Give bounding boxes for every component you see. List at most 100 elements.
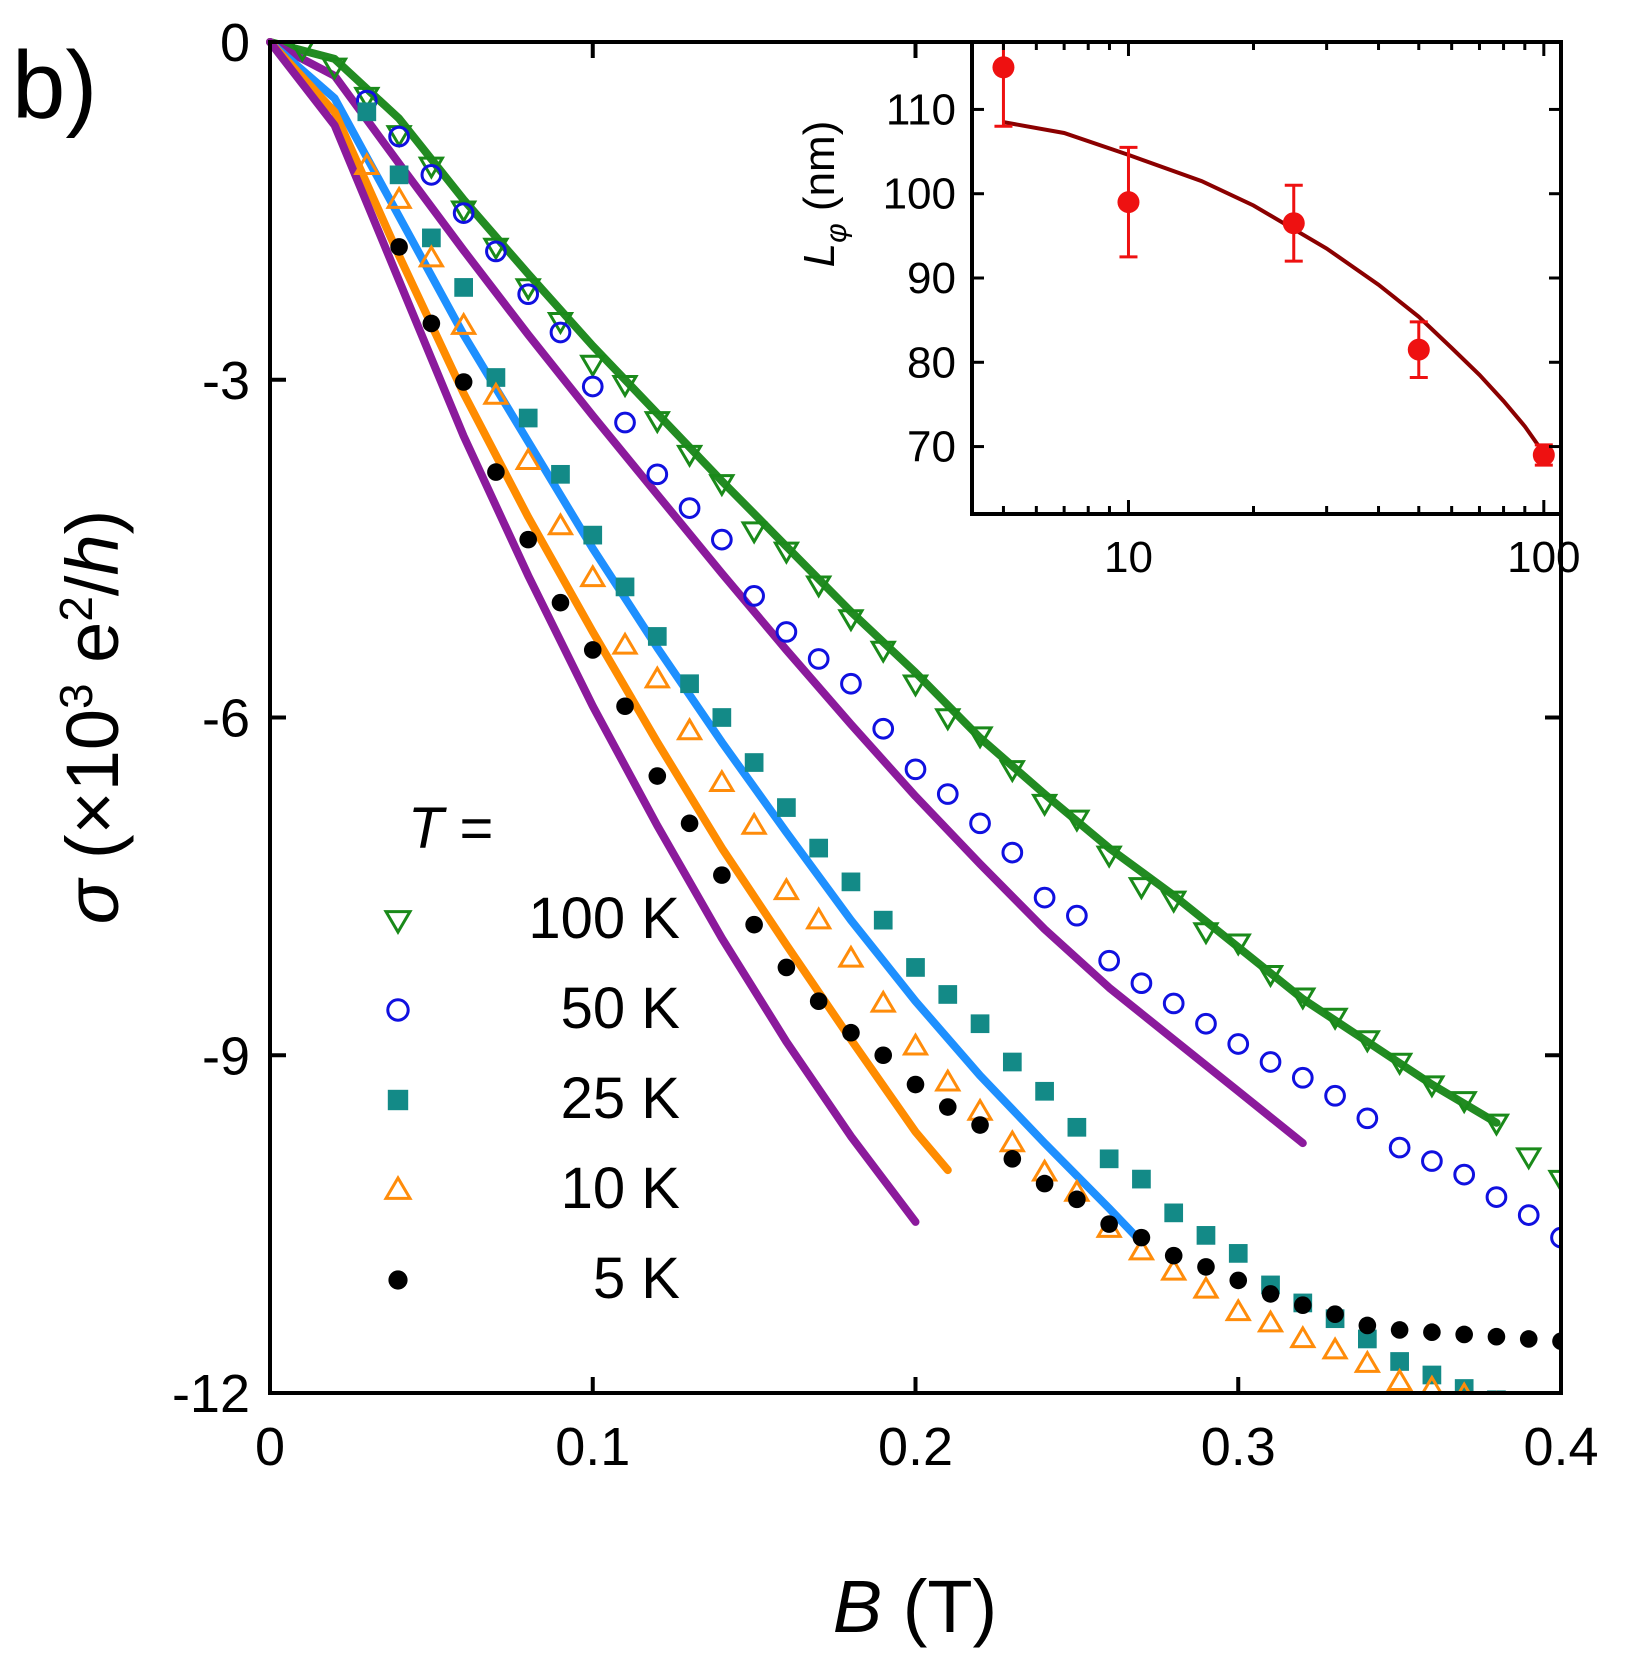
legend-label: 50 K bbox=[561, 976, 681, 1041]
y-tick-label: -3 bbox=[202, 351, 250, 411]
data-point-100k bbox=[805, 575, 833, 599]
data-point-10k bbox=[805, 906, 833, 930]
x-tick-label: 0.3 bbox=[1201, 1417, 1276, 1477]
inset-y-tick-label: 70 bbox=[907, 423, 956, 472]
data-point-5k bbox=[1261, 1285, 1280, 1303]
y-tick-label: -12 bbox=[172, 1364, 250, 1424]
data-point-50k bbox=[614, 411, 636, 434]
data-point-5k bbox=[551, 593, 570, 612]
data-point-10k bbox=[514, 446, 542, 471]
data-point-50k bbox=[1324, 1084, 1346, 1107]
data-point-5k bbox=[874, 1046, 893, 1065]
fit-curve-25k bbox=[266, 38, 1146, 1247]
data-point-100k bbox=[869, 640, 897, 664]
inset-data-point bbox=[1282, 212, 1305, 235]
data-point-5k bbox=[906, 1075, 925, 1094]
data-point-5k bbox=[519, 530, 537, 549]
data-point-100k bbox=[1224, 933, 1252, 957]
data-point-10k bbox=[482, 381, 510, 405]
data-point-10k bbox=[998, 1129, 1026, 1153]
main-data-points bbox=[290, 42, 1561, 1393]
fit-curve-5k bbox=[266, 38, 920, 1226]
data-point-25k bbox=[647, 627, 667, 646]
data-point-5k bbox=[938, 1098, 957, 1116]
data-point-100k bbox=[1095, 845, 1123, 869]
data-point-5k bbox=[1390, 1321, 1409, 1339]
data-point-25k bbox=[906, 958, 925, 977]
data-point-25k bbox=[486, 368, 506, 387]
data-point-5k bbox=[648, 767, 667, 785]
data-point-10k bbox=[675, 717, 704, 741]
data-point-50k bbox=[581, 375, 604, 398]
data-point-100k bbox=[450, 200, 478, 224]
y-tick-label: -6 bbox=[202, 689, 250, 749]
data-point-25k bbox=[970, 1014, 990, 1034]
data-point-50k bbox=[678, 497, 701, 519]
data-point-50k bbox=[517, 283, 540, 306]
data-point-5k bbox=[971, 1116, 989, 1134]
data-point-100k bbox=[998, 760, 1026, 784]
data-point-100k bbox=[1515, 1147, 1543, 1171]
data-point-10k bbox=[1256, 1309, 1285, 1333]
data-point-5k bbox=[1326, 1305, 1344, 1323]
data-point-25k bbox=[744, 753, 764, 772]
inset-y-tick-label: 90 bbox=[907, 254, 956, 303]
data-point-10k bbox=[837, 944, 865, 968]
data-point-50k bbox=[1001, 841, 1024, 864]
inset-data-point bbox=[1407, 338, 1430, 361]
inset-background bbox=[972, 42, 1561, 514]
data-point-50k bbox=[549, 321, 572, 344]
main-axis-ticks: 0 0.1 0.2 0.3 0.4 0 -3 -6 -9 -12 bbox=[172, 13, 1599, 1477]
data-point-100k bbox=[1547, 1169, 1561, 1194]
legend-marker-5k bbox=[388, 1270, 408, 1290]
data-point-5k bbox=[1003, 1150, 1022, 1168]
data-point-10k bbox=[934, 1068, 962, 1092]
data-point-100k bbox=[1450, 1091, 1478, 1115]
data-point-25k bbox=[809, 838, 829, 858]
data-point-25k bbox=[680, 674, 699, 694]
data-point-5k bbox=[1197, 1258, 1215, 1276]
data-point-50k bbox=[1066, 904, 1088, 927]
data-point-10k bbox=[901, 1032, 930, 1056]
data-point-50k bbox=[485, 240, 507, 263]
legend-title: T = bbox=[408, 796, 493, 861]
data-point-5k bbox=[1229, 1271, 1248, 1290]
inset-data-point bbox=[1117, 191, 1140, 214]
data-point-10k bbox=[385, 185, 413, 209]
inset-data-point bbox=[1532, 444, 1555, 466]
data-point-50k bbox=[420, 163, 443, 186]
data-point-50k bbox=[711, 528, 733, 551]
data-point-50k bbox=[388, 125, 410, 148]
legend-label: 25 K bbox=[561, 1066, 681, 1131]
data-point-50k bbox=[1291, 1066, 1314, 1089]
data-point-50k bbox=[1195, 1012, 1217, 1035]
data-point-100k bbox=[1192, 922, 1220, 946]
legend-label: 100 K bbox=[528, 886, 680, 951]
data-point-100k bbox=[482, 237, 510, 261]
data-point-100k bbox=[1256, 964, 1285, 989]
data-point-5k bbox=[1164, 1246, 1183, 1265]
data-point-10k bbox=[1224, 1297, 1252, 1322]
x-tick-label: 0.2 bbox=[878, 1417, 953, 1477]
data-point-25k bbox=[583, 525, 603, 545]
data-point-5k bbox=[454, 373, 473, 391]
data-point-10k bbox=[1192, 1275, 1220, 1299]
data-point-50k bbox=[1259, 1051, 1282, 1073]
inset-y-axis-label: Lφ (nm) bbox=[795, 121, 853, 268]
data-point-100k bbox=[546, 312, 575, 336]
data-point-25k bbox=[712, 708, 732, 727]
data-point-25k bbox=[551, 464, 570, 484]
data-point-50k bbox=[807, 648, 830, 670]
inset-x-tick-label: 10 bbox=[1104, 533, 1153, 582]
data-point-100k bbox=[643, 411, 671, 435]
data-point-100k bbox=[708, 474, 736, 498]
data-point-50k bbox=[1356, 1107, 1379, 1130]
data-point-10k bbox=[740, 811, 768, 835]
data-point-50k bbox=[1550, 1226, 1561, 1249]
inset-y-tick-label: 80 bbox=[907, 338, 956, 387]
data-point-5k bbox=[1132, 1228, 1151, 1247]
data-point-100k bbox=[353, 86, 381, 110]
data-point-25k bbox=[1390, 1352, 1409, 1371]
data-point-100k bbox=[934, 708, 962, 732]
